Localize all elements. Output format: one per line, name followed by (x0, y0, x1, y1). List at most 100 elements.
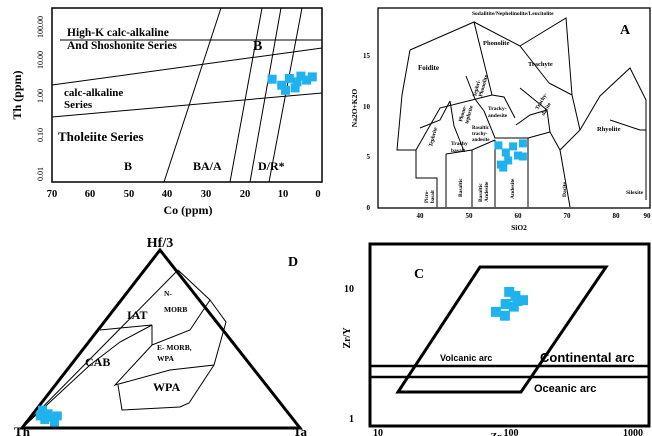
panel-a-x-tick: 80 (613, 212, 621, 220)
panel-a-field-silexite: Silexite (626, 190, 644, 196)
panel-a-field-trachybasalt: basalt (451, 148, 465, 154)
panel-a-field-trachybasalt: Trachy (451, 141, 468, 147)
panel-b-divider-2 (229, 7, 263, 183)
panel-a-sample-point-5 (514, 151, 522, 160)
panel-a-field-outline (519, 17, 573, 96)
panel-d-sample-point-4 (45, 412, 55, 422)
panel-a-frame (377, 7, 651, 209)
panel-b-field-2-line-1: calc-alkaline (64, 87, 123, 99)
panel-a-x-tick: 70 (564, 212, 572, 220)
panel-c-sample-point-7 (499, 310, 510, 321)
panel-a-sample-point-2 (501, 148, 510, 157)
panel-b-frame (51, 7, 323, 183)
panel-a-field-phono-tephrite: tephrite (464, 104, 475, 124)
panel-a-field-tephri-phonolite: Tephri- (472, 79, 482, 98)
panel-a-x-axis-label: SiO2 (511, 223, 527, 232)
panel-b-divider-4 (268, 7, 303, 183)
panel-a-field-outline (449, 100, 465, 152)
panel-d-apex-label-top: Hf/3 (147, 236, 173, 251)
panel-b-sample-point-8 (281, 85, 290, 95)
panel-b-x-axis-label: Co (ppm) (163, 203, 212, 217)
panel-a-sample-point-1 (494, 141, 503, 150)
panel-b-sample-point-5 (296, 71, 306, 81)
panel-c-letter: C (414, 267, 424, 282)
panel-d-sample-points (35, 405, 62, 427)
panel-a-field-basaltic-trachyandesite: andesite (472, 138, 490, 143)
panel-a-y-tick: 15 (363, 52, 371, 60)
panel-c-y-tick: 1 (349, 414, 354, 425)
panel-b-x-tick: 40 (162, 189, 173, 200)
panel-b-field-4: B (124, 159, 132, 173)
panel-b-sample-point-3 (284, 73, 294, 83)
panel-b-y-tick: 0.01 (36, 167, 45, 181)
panel-c-field-oceanic-arc: Oceanic arc (534, 383, 596, 395)
panel-a: Sodalitite/Nephelinolite/Leucitolite Foi… (350, 7, 652, 232)
panel-b-y-tick: 100.00 (36, 16, 45, 38)
panel-a-field-outline (396, 21, 493, 151)
panel-a-field-trachyte: Trachyte (528, 61, 553, 68)
panel-b: High-K calc-alkaline And Shoshonite Seri… (10, 7, 323, 217)
panel-b-x-tick: 50 (124, 189, 135, 200)
panel-b-y-tick: 10.00 (36, 51, 45, 69)
panel-a-sample-point-3 (509, 142, 518, 151)
panel-a-x-tick: 60 (515, 212, 523, 220)
panel-a-field-dacite: Dacite (562, 181, 568, 197)
panel-d-sample-point-5 (52, 411, 62, 421)
panel-d-sample-point-1 (38, 405, 48, 415)
panel-d: Hf/3 Th Ta IAT N- MORB CAB E- MORB, WPA … (14, 236, 307, 436)
panel-a-field-tephrite: Tephrite (428, 126, 439, 147)
panel-d-emorb-outline (113, 299, 227, 386)
panel-a-field-outline (445, 139, 496, 155)
panel-c-sample-points (490, 286, 528, 321)
panel-d-field-emorb-wpa: WPA (157, 354, 175, 363)
panel-d-cab-boundary (21, 324, 153, 429)
panel-d-iat-lower-boundary (99, 324, 153, 331)
panel-d-sample-point-7 (50, 417, 59, 427)
panel-a-field-foidite: Foidite (418, 64, 439, 72)
panel-c-sample-point-1 (504, 286, 515, 297)
panel-b-sample-point-6 (302, 75, 312, 85)
panel-a-field-basaltic-andesite: Andesite (484, 181, 490, 202)
panel-a-field-outline (519, 87, 551, 139)
panel-b-divider-1 (163, 7, 222, 183)
panel-c: Volcanic arc Continental arc Oceanic arc… (342, 242, 651, 436)
panel-b-field-5: BA/A (193, 159, 222, 173)
panel-a-top-field-label: Sodalitite/Nephelinolite/Leucitolite (472, 11, 554, 17)
panel-d-sample-point-6 (40, 415, 50, 425)
panel-b-y-tick: 1.00 (36, 89, 45, 103)
panel-b-lower-series-boundary (51, 92, 323, 118)
panel-a-field-outline (559, 149, 571, 208)
panel-b-field-1-line-1: High-K calc-alkaline (67, 27, 169, 39)
panel-a-field-basaltic-trachyandesite: trachy- (472, 132, 488, 137)
panel-a-y-tick: 5 (367, 153, 371, 161)
panel-a-sample-point-9 (499, 163, 508, 172)
panel-a-field-basaltic-trachyandesite: Basaltic (472, 126, 490, 131)
panel-c-sample-point-3 (518, 295, 528, 306)
panel-a-field-basalt: Basaltic (458, 178, 464, 197)
panel-d-field-nmorb: MORB (164, 305, 187, 314)
panel-c-sample-point-4 (500, 299, 511, 310)
panel-d-field-cab: CAB (85, 355, 110, 369)
panel-a-y-tick: 0 (367, 204, 371, 212)
panel-b-upper-series-boundary (51, 47, 323, 86)
panel-a-x-tick: 90 (644, 212, 652, 220)
panel-c-x-tick: 1000 (623, 428, 643, 436)
panel-a-field-rhyolite: Rhyolite (597, 126, 621, 133)
panel-b-sample-point-4 (292, 77, 302, 87)
panel-a-field-phono-tephrite: Phono- (458, 105, 468, 123)
panel-a-sample-points (494, 139, 527, 172)
panel-c-x-tick: 10 (373, 428, 383, 436)
panel-a-letter: A (620, 23, 631, 38)
panel-c-field-volcanic-arc: Volcanic arc (440, 353, 492, 363)
panel-a-field-outline (415, 150, 438, 207)
panel-a-field-outline (515, 109, 548, 126)
panel-c-frame (368, 242, 651, 428)
panel-a-field-picrobasalt: Picro- (425, 190, 430, 203)
panel-a-sample-point-8 (518, 152, 527, 161)
panel-b-x-tick: 30 (201, 189, 212, 200)
panel-d-iat-boundary (21, 269, 179, 429)
panel-c-x-axis-label: Zr (490, 432, 502, 436)
panel-a-y-tick: 10 (363, 103, 371, 111)
panel-a-y-axis-label: Na2O+K2O (350, 89, 359, 128)
